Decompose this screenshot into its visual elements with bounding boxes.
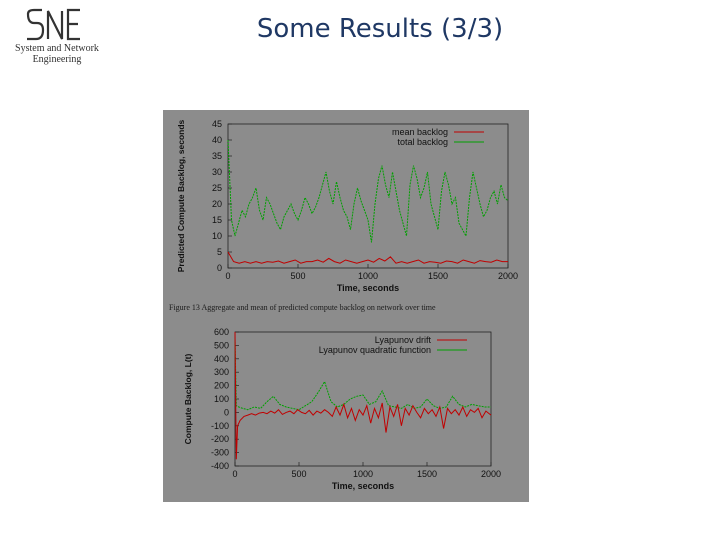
top-chart-y-tick-label: 10 [212, 231, 222, 241]
bottom-chart-x-tick-label: 0 [232, 469, 237, 479]
top-chart-series-mean-backlog [227, 251, 508, 264]
chart-predicted-backlog: 0 5 10 15 20 25 30 35 40 45 0 500 1000 1500 2000 Time, … [176, 119, 518, 293]
bottom-chart-x-tick-label: 1500 [417, 469, 437, 479]
bottom-chart-x-tick-label: 500 [291, 469, 306, 479]
top-chart-y-tick-label: 5 [217, 247, 222, 257]
bottom-chart-y-axis-label: Compute Backlog, L(t) [183, 354, 193, 445]
sne-logo: System and Network Engineering [2, 6, 112, 65]
figure-caption: Figure 13 Aggregate and mean of predicte… [169, 303, 436, 312]
chart-lyapunov: -400 -300 -200 -100 0 100 200 300 400 500 600 0 500 1… [183, 327, 501, 491]
top-chart-y-tick-label: 20 [212, 199, 222, 209]
top-chart-series-total-backlog [227, 139, 509, 243]
top-chart-y-tick-label: 15 [212, 215, 222, 225]
bottom-chart-y-tick-label: 0 [224, 407, 229, 417]
logo-line-1: System and Network [15, 43, 99, 54]
top-chart-x-tick-label: 1500 [428, 271, 448, 281]
top-chart-y-tick-label: 25 [212, 183, 222, 193]
bottom-chart-x-tick-label: 2000 [481, 469, 501, 479]
top-chart-x-tick-label: 500 [290, 271, 305, 281]
top-chart-x-axis-label: Time, seconds [337, 283, 399, 293]
top-chart-legend-label: mean backlog [392, 127, 448, 137]
bottom-chart-y-tick-label: 600 [214, 327, 229, 337]
bottom-chart-legend-label: Lyapunov drift [375, 335, 432, 345]
figure-panel: 0 5 10 15 20 25 30 35 40 45 0 500 1000 1500 2000 Time, … [163, 110, 529, 502]
bottom-chart-y-tick-label: 200 [214, 381, 229, 391]
top-chart-x-tick-label: 1000 [358, 271, 378, 281]
bottom-chart-x-tick-label: 1000 [353, 469, 373, 479]
bottom-chart-x-axis-label: Time, seconds [332, 481, 394, 491]
top-chart-legend-label: total backlog [397, 137, 448, 147]
sne-logo-mark [26, 8, 80, 41]
bottom-chart-y-tick-label: 500 [214, 340, 229, 350]
bottom-chart-series-lyapunov-quadratic-function [234, 338, 491, 411]
top-chart-y-tick-label: 0 [217, 263, 222, 273]
top-chart-y-tick-label: 40 [212, 135, 222, 145]
top-chart-x-tick-label: 2000 [498, 271, 518, 281]
bottom-chart-y-tick-label: -200 [211, 434, 229, 444]
logo-line-2: Engineering [32, 54, 82, 65]
top-chart-y-tick-label: 30 [212, 167, 222, 177]
bottom-chart-y-tick-label: 400 [214, 354, 229, 364]
bottom-chart-y-tick-label: 300 [214, 367, 229, 377]
bottom-chart-legend-label: Lyapunov quadratic function [319, 345, 431, 355]
top-chart-x-tick-label: 0 [225, 271, 230, 281]
bottom-chart-y-tick-label: -100 [211, 421, 229, 431]
bottom-chart-y-tick-label: 100 [214, 394, 229, 404]
top-chart-y-axis-label: Predicted Compute Backlog, seconds [176, 119, 186, 272]
bottom-chart-series-lyapunov-drift [234, 331, 492, 460]
slide-title: Some Results (3/3) [256, 14, 504, 44]
bottom-chart-y-tick-label: -300 [211, 448, 229, 458]
top-chart-plot-frame [227, 123, 509, 269]
top-chart-y-tick-label: 35 [212, 151, 222, 161]
bottom-chart-y-tick-label: -400 [211, 461, 229, 471]
top-chart-y-tick-label: 45 [212, 119, 222, 129]
